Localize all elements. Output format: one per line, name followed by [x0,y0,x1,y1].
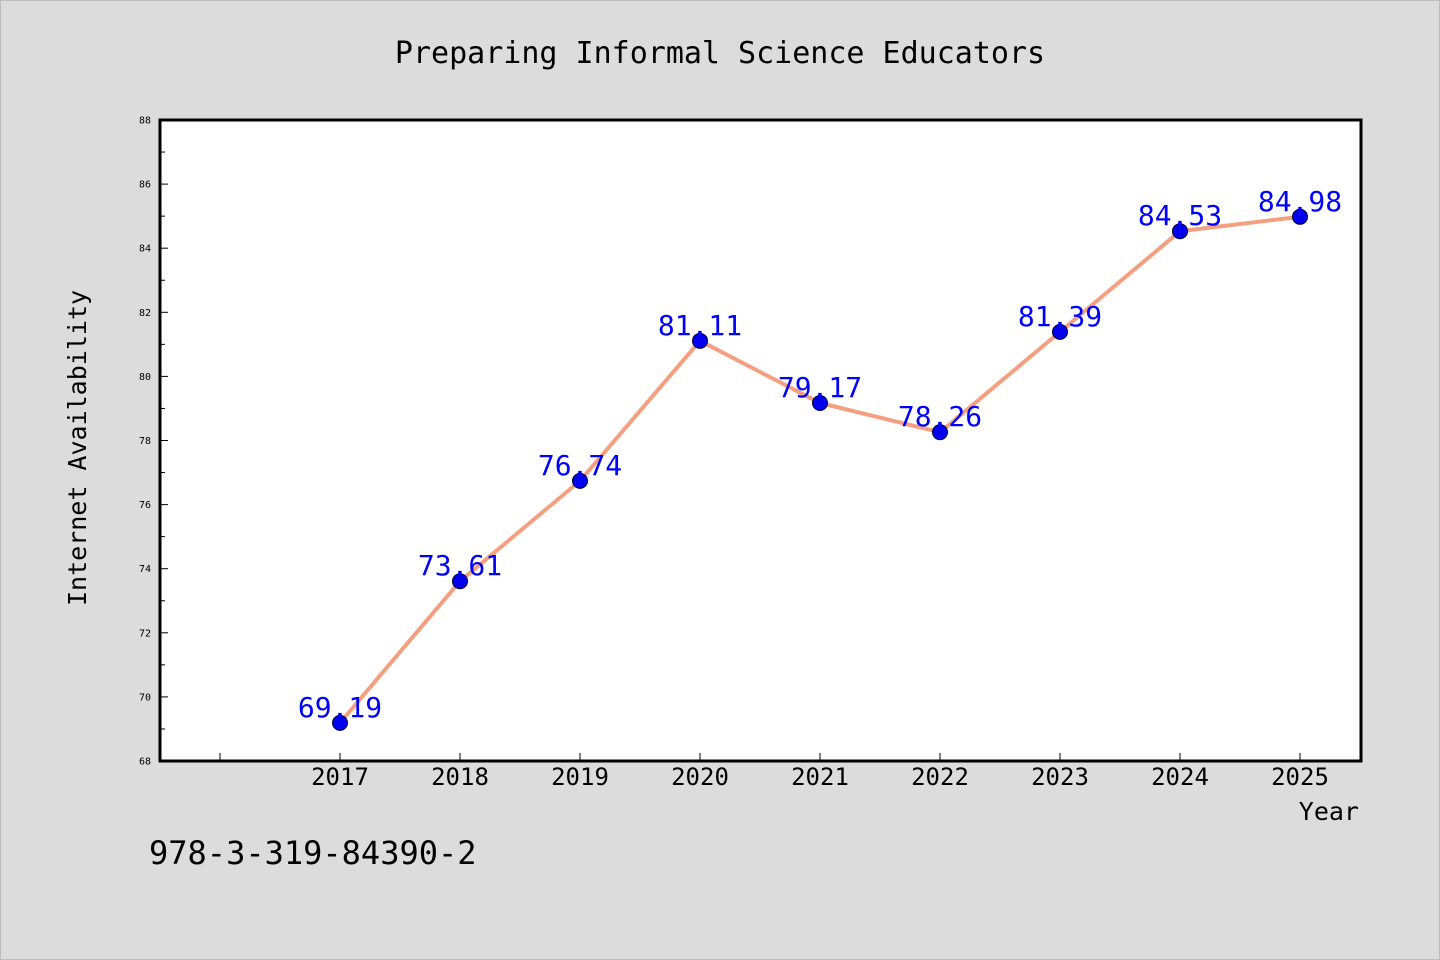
x-axis: 2017 2018 2019 2020 2021 2022 2023 2024 2025 [219,753,1329,791]
plot-area [158,118,1363,763]
data-point [812,395,828,412]
y-tick-label: 80 [139,372,151,383]
x-tick-label: 2025 [1271,763,1329,791]
y-axis: 68 70 72 74 76 78 80 82 84 86 88 [139,116,168,768]
data-point [692,332,708,349]
data-point [932,424,948,441]
y-tick-label: 82 [139,308,151,319]
y-tick-label: 74 [139,564,151,575]
y-tick-label: 70 [139,692,151,703]
data-markers [332,208,1308,731]
data-point [572,472,588,489]
data-point [1172,223,1188,240]
data-labels: 69.19 73.61 76.74 81.11 79.17 78.26 81.39 84.53… [298,185,1342,724]
x-tick-label: 2018 [431,763,489,791]
data-label: 69.19 [298,691,382,724]
data-label: 84.53 [1138,199,1222,232]
y-tick-label: 86 [139,180,151,191]
isbn-annotation: 978-3-319-84390-2 [149,834,477,872]
x-tick-label: 2019 [551,763,609,791]
x-tick-label: 2017 [311,763,369,791]
data-label: 81.11 [658,309,742,342]
y-tick-label: 78 [139,436,151,447]
data-label: 78.26 [898,400,982,433]
y-axis-label: Internet Availability [63,290,92,606]
y-tick-label: 88 [139,116,151,127]
data-label: 76.74 [538,449,622,482]
data-label: 79.17 [778,371,862,404]
chart-title: Preparing Informal Science Educators [395,36,1045,71]
x-tick-label: 2022 [911,763,969,791]
y-tick-label: 76 [139,500,151,511]
data-label: 84.98 [1258,185,1342,218]
data-point [1292,208,1308,225]
y-tick-label: 84 [139,244,151,255]
data-label: 81.39 [1018,300,1102,333]
y-tick-label: 72 [139,628,151,639]
data-label: 73.61 [418,549,502,582]
x-tick-label: 2021 [791,763,849,791]
data-point [332,714,348,731]
x-axis-label: Year [1299,797,1359,826]
x-tick-label: 2020 [671,763,729,791]
x-tick-label: 2023 [1031,763,1089,791]
x-tick-label: 2024 [1151,763,1209,791]
data-point [1052,323,1068,340]
y-tick-label: 68 [139,757,151,768]
data-point [452,573,468,590]
